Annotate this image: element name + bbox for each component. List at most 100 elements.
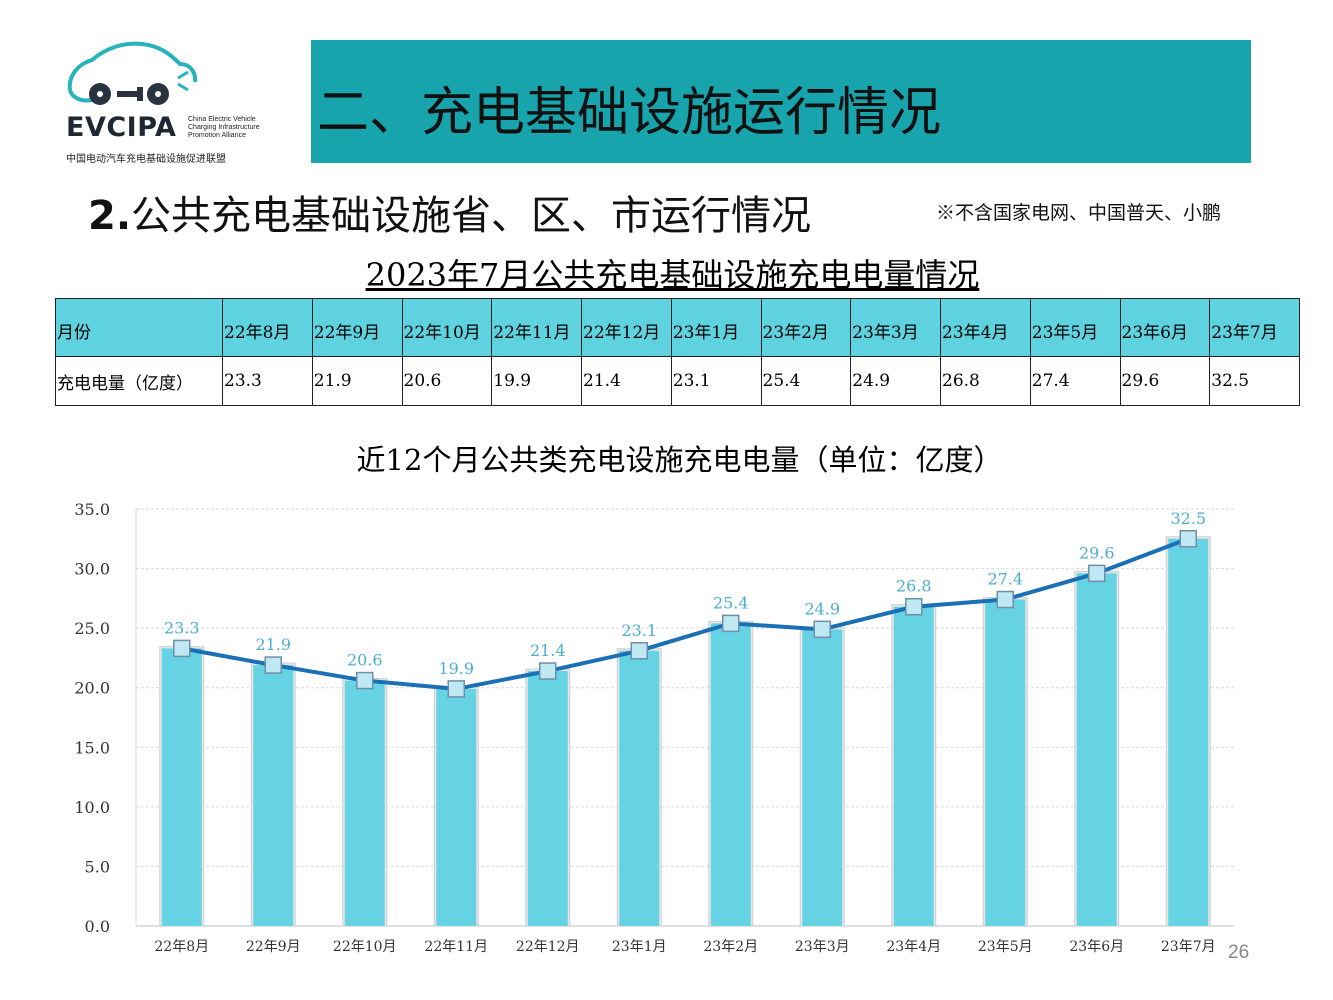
x-tick-label: 23年6月 bbox=[1069, 939, 1124, 955]
line-marker bbox=[539, 662, 557, 680]
line-marker bbox=[356, 671, 374, 690]
bar bbox=[344, 680, 385, 926]
month-cell: 23年3月 bbox=[850, 298, 941, 357]
month-cell: 23年1月 bbox=[670, 298, 762, 357]
x-tick-label: 22年12月 bbox=[516, 939, 580, 955]
value-cell: 19.9 bbox=[491, 356, 582, 406]
line-marker bbox=[813, 620, 831, 639]
x-tick-label: 23年3月 bbox=[795, 939, 850, 955]
bar bbox=[436, 688, 477, 926]
line-marker bbox=[905, 597, 923, 616]
x-tick-label: 22年9月 bbox=[246, 939, 301, 955]
logo-en-line: Charging Infrastructure bbox=[188, 124, 260, 131]
bar bbox=[710, 623, 751, 926]
value-cell: 29.6 bbox=[1119, 356, 1211, 406]
x-tick-label: 23年5月 bbox=[978, 939, 1033, 955]
month-cell: 23年2月 bbox=[760, 298, 852, 357]
data-label: 21.4 bbox=[530, 641, 566, 660]
x-tick-label: 22年8月 bbox=[154, 939, 209, 955]
month-cell: 23年6月 bbox=[1119, 298, 1211, 357]
x-tick-label: 23年2月 bbox=[703, 939, 758, 955]
page-title: 二、充电基础设施运行情况 bbox=[317, 83, 942, 143]
value-cell: 32.5 bbox=[1209, 356, 1300, 406]
data-label: 24.9 bbox=[804, 599, 840, 618]
data-label: 20.6 bbox=[347, 651, 383, 670]
bar bbox=[893, 606, 934, 926]
bar bbox=[161, 648, 202, 926]
line-marker bbox=[722, 614, 740, 633]
subtitle-text: 公共充电基础设施省、区、市运行情况 bbox=[131, 193, 812, 239]
y-tick-label: 5.0 bbox=[85, 857, 110, 876]
table-header-row: 月份 22年8月 22年9月 22年10月 22年11月 22年12月 23年1… bbox=[55, 298, 1300, 357]
x-tick-label: 23年1月 bbox=[612, 939, 667, 955]
logo-chinese: 中国电动汽车充电基础设施促进联盟 bbox=[66, 154, 226, 165]
subtitle-number: 2. bbox=[88, 193, 132, 239]
month-cell: 23年5月 bbox=[1029, 298, 1121, 357]
bar bbox=[985, 599, 1026, 926]
data-label: 23.3 bbox=[164, 618, 200, 637]
y-tick-label: 35.0 bbox=[74, 500, 110, 519]
month-cell: 22年9月 bbox=[311, 298, 403, 357]
value-cell: 23.1 bbox=[670, 356, 762, 406]
bar bbox=[802, 629, 843, 926]
value-cell: 27.4 bbox=[1029, 356, 1121, 406]
x-tick-label: 23年7月 bbox=[1161, 939, 1216, 955]
line-marker bbox=[173, 639, 191, 658]
exclusion-note: ※不含国家电网、中国普天、小鹏 bbox=[936, 202, 1222, 224]
data-label: 26.8 bbox=[896, 577, 932, 596]
bar bbox=[619, 650, 660, 926]
x-tick-label: 23年4月 bbox=[886, 939, 941, 955]
bar bbox=[253, 665, 294, 926]
data-label: 21.9 bbox=[255, 635, 291, 654]
value-cell: 25.4 bbox=[760, 356, 852, 406]
line-marker bbox=[264, 656, 282, 674]
month-cell: 23年7月 bbox=[1209, 298, 1300, 357]
series-line bbox=[181, 536, 1189, 691]
data-table: 月份 22年8月 22年9月 22年10月 22年11月 22年12月 23年1… bbox=[55, 298, 1300, 406]
value-cell: 21.4 bbox=[581, 356, 672, 406]
table-header-cell: 月份 bbox=[55, 298, 223, 357]
month-cell: 22年10月 bbox=[401, 298, 493, 357]
value-cell: 20.6 bbox=[401, 356, 493, 406]
line-marker bbox=[1088, 564, 1106, 583]
section-subtitle: 2.公共充电基础设施省、区、市运行情况 bbox=[88, 183, 811, 241]
y-tick-label: 20.0 bbox=[74, 679, 110, 698]
data-label: 29.6 bbox=[1079, 543, 1115, 562]
y-tick-label: 0.0 bbox=[85, 917, 110, 936]
y-tick-label: 30.0 bbox=[74, 560, 110, 579]
table-title: 2023年7月公共充电基础设施充电电量情况 bbox=[365, 256, 980, 294]
y-tick-label: 15.0 bbox=[74, 738, 110, 757]
car-plug-icon bbox=[67, 41, 198, 105]
bar bbox=[527, 671, 568, 926]
bar bbox=[1168, 538, 1209, 926]
bar bbox=[1076, 573, 1117, 926]
line-marker bbox=[996, 590, 1014, 609]
logo-en-line: Promotion Alliance bbox=[188, 132, 246, 139]
value-cell: 24.9 bbox=[850, 356, 941, 406]
page-number: 26 bbox=[1228, 942, 1250, 963]
data-label: 32.5 bbox=[1170, 509, 1206, 528]
month-cell: 22年11月 bbox=[491, 298, 582, 357]
x-tick-label: 22年10月 bbox=[333, 939, 397, 955]
table-row: 充电电量（亿度） 23.3 21.9 20.6 19.9 21.4 23.1 2… bbox=[55, 356, 1300, 406]
line-marker bbox=[1179, 530, 1197, 548]
value-cell: 23.3 bbox=[222, 356, 313, 406]
logo-english: China Electric Vehicle Charging Infrastr… bbox=[188, 116, 278, 140]
y-tick-label: 10.0 bbox=[74, 798, 110, 817]
line-marker bbox=[630, 642, 648, 660]
logo-name: EVCIPA bbox=[66, 112, 177, 143]
value-cell: 26.8 bbox=[940, 356, 1031, 406]
data-label: 27.4 bbox=[987, 570, 1023, 589]
chart-title: 近12个月公共类充电设施充电电量（单位：亿度） bbox=[356, 443, 1003, 477]
logo-en-line: China Electric Vehicle bbox=[188, 116, 256, 123]
data-label: 25.4 bbox=[713, 593, 749, 612]
y-tick-label: 25.0 bbox=[74, 619, 110, 638]
month-cell: 22年12月 bbox=[581, 298, 672, 357]
title-bar: 二、充电基础设施运行情况 bbox=[311, 40, 1251, 163]
row-label-cell: 充电电量（亿度） bbox=[55, 356, 223, 406]
month-cell: 23年4月 bbox=[940, 298, 1031, 357]
data-label: 23.1 bbox=[621, 621, 657, 640]
data-label: 19.9 bbox=[438, 659, 474, 678]
x-tick-label: 22年11月 bbox=[424, 939, 488, 955]
